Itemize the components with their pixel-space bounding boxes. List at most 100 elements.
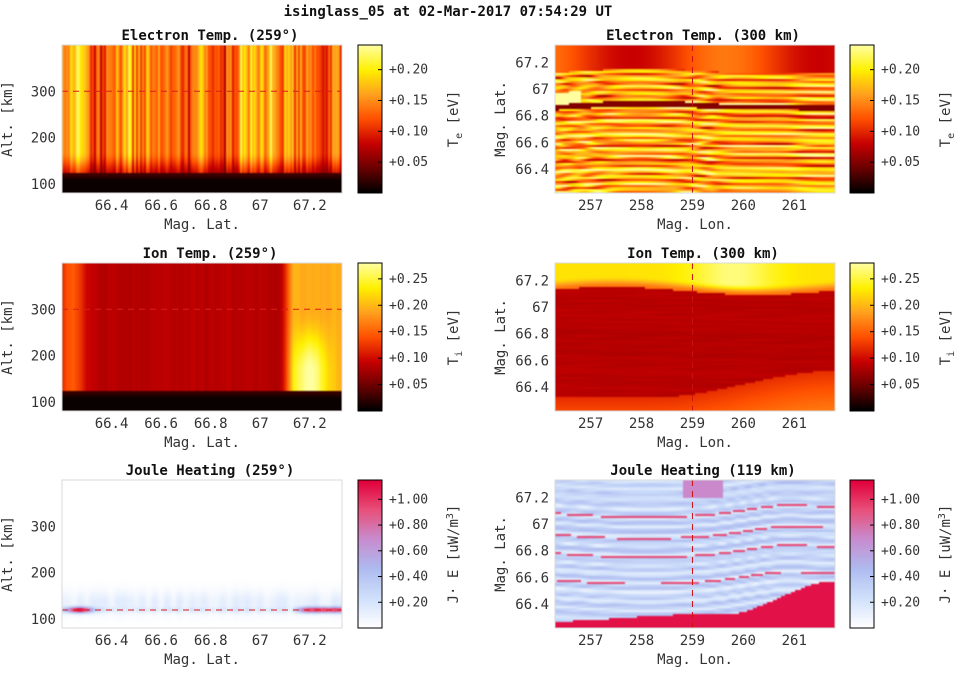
p4-colorbar-tick-label: +0.10 [881, 351, 920, 366]
p4-colorbar-frame [849, 262, 875, 412]
p4-y-tick-label: 66.6 [515, 353, 549, 369]
p1-heatmap-image [62, 45, 342, 193]
p2-heatmap-image [555, 45, 835, 193]
p6-colorbar-frame [849, 479, 875, 629]
p6-colorbar [850, 480, 874, 628]
p1-x-tick-label: 67 [252, 198, 269, 214]
p3-colorbar-tick-label: +0.20 [389, 298, 428, 313]
p6-colorbar-label: J· E [uW/m3] [937, 505, 954, 604]
p3-y-axis-label: Alt. [km] [0, 299, 16, 375]
p4-colorbar-tick-label: +0.05 [881, 378, 920, 393]
p1-x-axis-label: Mag. Lat. [164, 217, 240, 233]
p1-y-tick-label: 300 [31, 84, 56, 100]
p1-colorbar-tick-label: +0.15 [389, 94, 428, 109]
p5-axes-frame [61, 479, 343, 629]
p5-y-tick-label: 100 [31, 612, 56, 628]
p5-colorbar [358, 480, 382, 628]
p2-colorbar-tick-label: +0.10 [881, 124, 920, 139]
p2-colorbar-frame [849, 44, 875, 194]
p5-y-tick-label: 200 [31, 566, 56, 582]
p5-colorbar-tick-label: +0.60 [389, 544, 428, 559]
p4-x-tick-label: 259 [680, 416, 705, 432]
p6-y-tick-label: 66.8 [515, 544, 549, 560]
p4-title: Ion Temp. (300 km) [627, 246, 779, 262]
p4-y-tick-label: 66.4 [515, 380, 549, 396]
p1-colorbar-tick-label: +0.20 [389, 63, 428, 78]
p3-x-tick-label: 66.4 [95, 416, 129, 432]
p3-colorbar-label: Ti [eV] [446, 309, 465, 366]
p6-y-tick-label: 67 [532, 517, 549, 533]
p1-colorbar-label: Te [eV] [446, 91, 465, 148]
p1-colorbar [358, 45, 382, 193]
p4-colorbar-tick-label: +0.25 [881, 272, 920, 287]
p1-title: Electron Temp. (259°) [121, 28, 298, 44]
p6-y-tick-label: 66.4 [515, 597, 549, 613]
p4-y-tick-label: 66.8 [515, 327, 549, 343]
p5-y-axis-label: Alt. [km] [0, 516, 16, 592]
p5-x-tick-label: 66.8 [194, 633, 228, 649]
p6-y-tick-label: 66.6 [515, 570, 549, 586]
p5-colorbar-tick-label: +0.80 [389, 518, 428, 533]
p5-x-tick-label: 66.6 [144, 633, 178, 649]
p6-x-tick-label: 258 [629, 633, 654, 649]
p3-axes-frame [61, 262, 343, 412]
p2-y-tick-label: 67.2 [515, 55, 549, 71]
p6-colorbar-tick-label: +0.80 [881, 518, 920, 533]
p6-colorbar-tick-label: +0.60 [881, 544, 920, 559]
p2-y-tick-label: 66.6 [515, 135, 549, 151]
p6-x-tick-label: 257 [578, 633, 603, 649]
p3-y-tick-label: 100 [31, 395, 56, 411]
p5-y-tick-label: 300 [31, 519, 56, 535]
p4-x-tick-label: 261 [782, 416, 807, 432]
p2-x-tick-label: 259 [680, 198, 705, 214]
p4-y-tick-label: 67.2 [515, 273, 549, 289]
p2-y-axis-label: Mag. Lat. [493, 81, 509, 157]
p2-colorbar-tick-label: +0.05 [881, 155, 920, 170]
p2-y-tick-label: 66.8 [515, 109, 549, 125]
p5-x-axis-label: Mag. Lat. [164, 652, 240, 668]
p3-colorbar-tick-label: +0.10 [389, 351, 428, 366]
p4-colorbar [850, 263, 874, 411]
p2-axes-frame [554, 44, 836, 194]
p2-title: Electron Temp. (300 km) [606, 28, 800, 44]
p4-colorbar-tick-label: +0.15 [881, 325, 920, 340]
p2-colorbar [850, 45, 874, 193]
p3-y-tick-label: 200 [31, 349, 56, 365]
p1-y-axis-label: Alt. [km] [0, 81, 16, 157]
p4-x-axis-label: Mag. Lon. [657, 435, 733, 451]
p1-x-tick-label: 66.8 [194, 198, 228, 214]
p4-colorbar-label: Ti [eV] [938, 309, 957, 366]
p6-y-axis-label: Mag. Lat. [493, 516, 509, 592]
p5-colorbar-tick-label: +1.00 [389, 492, 428, 507]
p2-y-tick-label: 67 [532, 82, 549, 98]
p6-colorbar-tick-label: +0.40 [881, 570, 920, 585]
p6-x-tick-label: 260 [731, 633, 756, 649]
p5-colorbar-label: J· E [uW/m3] [445, 505, 462, 604]
p2-x-tick-label: 257 [578, 198, 603, 214]
p1-y-tick-label: 100 [31, 177, 56, 193]
p6-x-tick-label: 261 [782, 633, 807, 649]
p5-heatmap-image [62, 480, 342, 628]
p1-colorbar-tick-label: +0.10 [389, 124, 428, 139]
p3-colorbar-frame [357, 262, 383, 412]
p5-x-tick-label: 67.2 [293, 633, 327, 649]
p1-axes-frame [61, 44, 343, 194]
p4-axes-frame [554, 262, 836, 412]
p1-colorbar-tick-label: +0.05 [389, 155, 428, 170]
p6-heatmap-image [555, 480, 835, 628]
p3-x-tick-label: 66.6 [144, 416, 178, 432]
p6-colorbar-tick-label: +0.20 [881, 595, 920, 610]
p5-colorbar-frame [357, 479, 383, 629]
p3-heatmap-image [62, 263, 342, 411]
p1-colorbar-frame [357, 44, 383, 194]
p2-colorbar-label: Te [eV] [938, 91, 957, 148]
p4-colorbar-tick-label: +0.20 [881, 298, 920, 313]
p6-colorbar-tick-label: +1.00 [881, 492, 920, 507]
p4-heatmap-image [555, 263, 835, 411]
p2-x-tick-label: 261 [782, 198, 807, 214]
p2-colorbar-tick-label: +0.15 [881, 94, 920, 109]
p3-colorbar [358, 263, 382, 411]
p5-colorbar-tick-label: +0.20 [389, 595, 428, 610]
p6-axes-frame [554, 479, 836, 629]
p1-x-tick-label: 66.4 [95, 198, 129, 214]
